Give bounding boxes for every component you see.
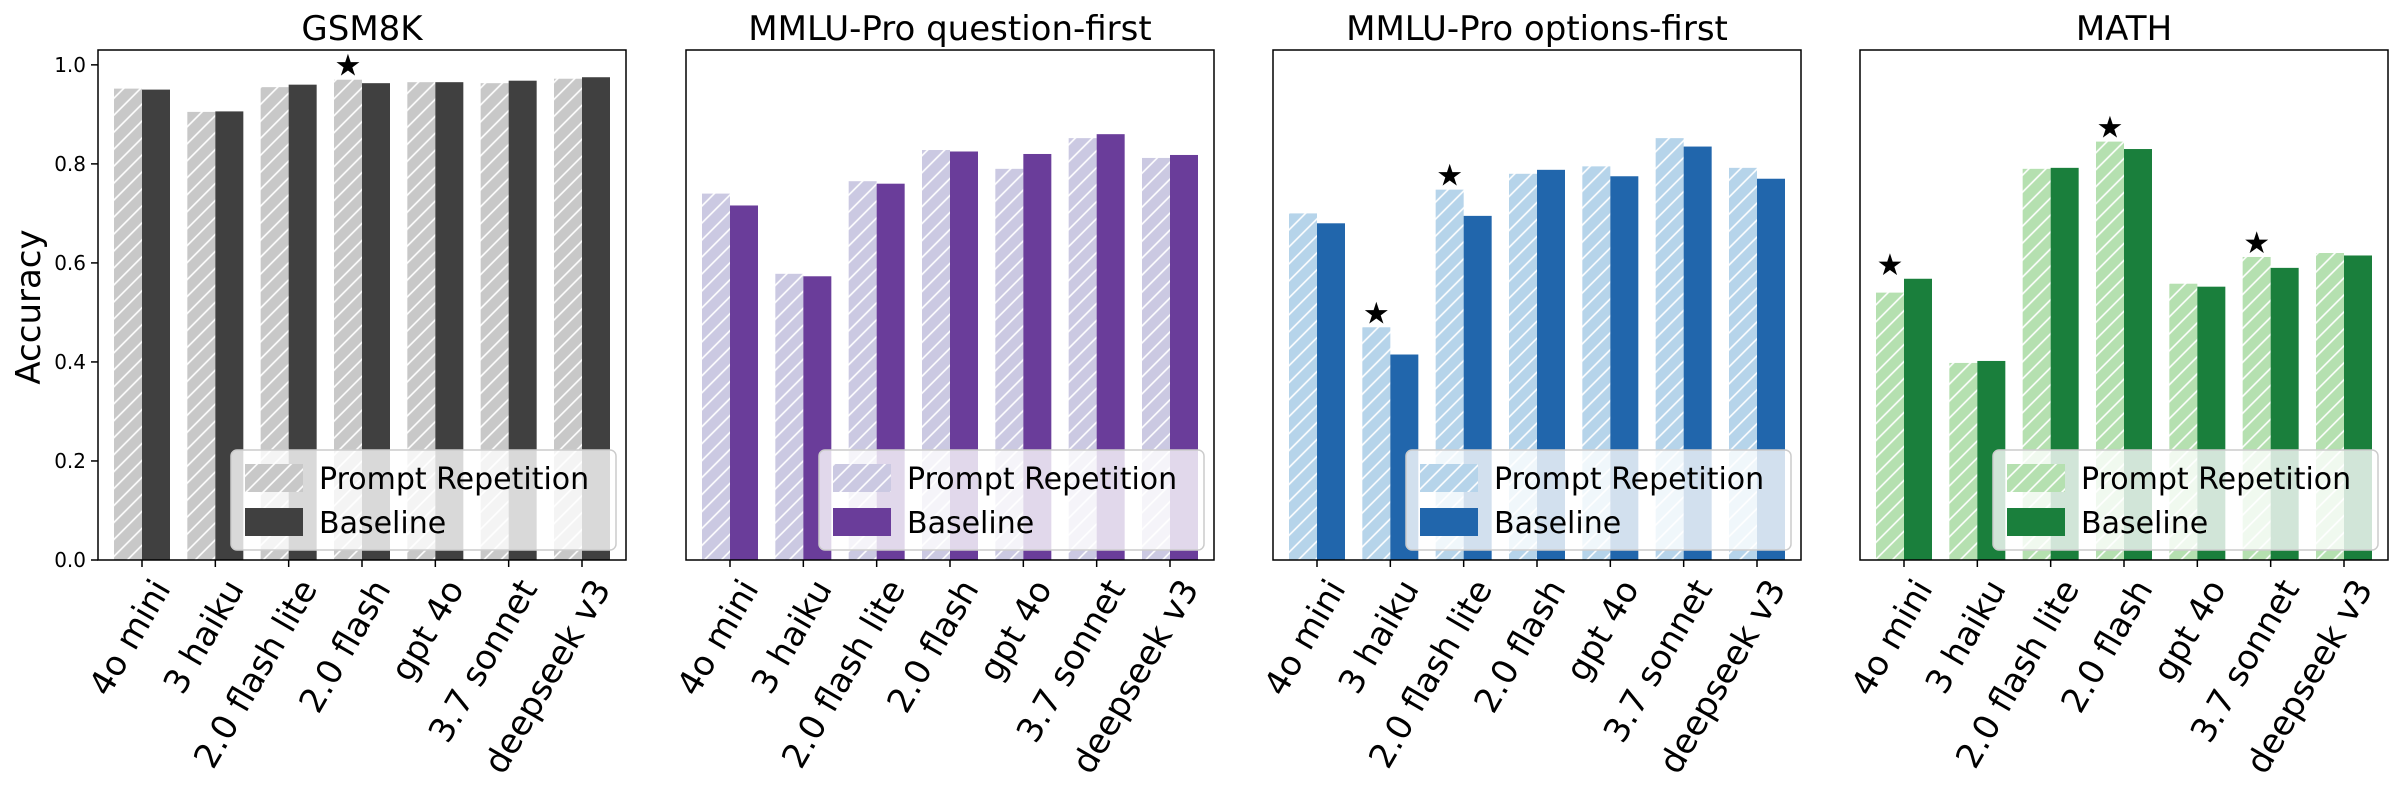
y-tick-label: 1.0	[54, 53, 86, 77]
bar-prompt-repetition-4o-mini	[702, 193, 730, 561]
legend-swatch-prompt-repetition	[245, 464, 303, 492]
legend-box	[1405, 449, 1792, 551]
bar-baseline-4o-mini	[1904, 278, 1932, 560]
legend-swatch-baseline	[2007, 508, 2065, 536]
legend-label-baseline: Baseline	[2081, 506, 2208, 541]
significance-star: ★	[335, 49, 362, 84]
legend-label-prompt-repetition: Prompt Repetition	[2081, 462, 2351, 497]
legend-swatch-prompt-repetition	[2007, 464, 2065, 492]
legend-swatch-prompt-repetition	[1420, 464, 1478, 492]
legend-label-prompt-repetition: Prompt Repetition	[907, 462, 1177, 497]
significance-star: ★	[1363, 296, 1390, 331]
plot-frame	[1859, 49, 2389, 561]
significance-star: ★	[1877, 248, 1904, 283]
y-tick-label: 0.0	[54, 548, 86, 572]
bar-prompt-repetition-3-haiku	[1362, 327, 1391, 560]
legend: Prompt Repetition Baseline	[230, 449, 617, 551]
significance-star: ★	[2243, 226, 2270, 261]
bar-prompt-repetition-4o-mini	[1876, 292, 1904, 560]
significance-star: ★	[2097, 111, 2124, 146]
legend-label-baseline: Baseline	[319, 506, 446, 541]
legend-swatch-baseline	[833, 508, 891, 536]
legend-label-prompt-repetition: Prompt Repetition	[319, 462, 589, 497]
significance-star: ★	[1436, 159, 1463, 194]
y-tick-label: 0.6	[54, 251, 86, 275]
y-tick-label: 0.4	[54, 350, 86, 374]
panel-title: MMLU-Pro options-first	[1346, 9, 1728, 49]
legend: Prompt Repetition Baseline	[1405, 449, 1792, 551]
legend: Prompt Repetition Baseline	[1992, 449, 2379, 551]
legend-swatch-baseline	[245, 508, 303, 536]
panel-title: MATH	[2076, 9, 2172, 49]
bar-prompt-repetition-4o-mini	[1289, 213, 1317, 560]
legend-swatch-baseline	[1420, 508, 1478, 536]
y-tick-label: 0.2	[54, 449, 86, 473]
legend-label-baseline: Baseline	[907, 506, 1034, 541]
plot-frame	[1272, 49, 1802, 561]
legend: Prompt Repetition Baseline	[818, 449, 1205, 551]
bar-baseline-4o-mini	[730, 205, 758, 561]
bar-baseline-4o-mini	[1317, 223, 1345, 560]
legend-swatch-prompt-repetition	[833, 464, 891, 492]
y-axis-label: Accuracy	[9, 229, 49, 384]
panel-title: MMLU-Pro question-first	[748, 9, 1151, 49]
bar-prompt-repetition-3-haiku	[1949, 362, 1978, 560]
panel-title: GSM8K	[301, 9, 424, 49]
legend-label-baseline: Baseline	[1494, 506, 1621, 541]
legend-box	[1992, 449, 2379, 551]
legend-box	[818, 449, 1205, 551]
bar-prompt-repetition-4o-mini	[114, 88, 142, 560]
legend-label-prompt-repetition: Prompt Repetition	[1494, 462, 1764, 497]
y-tick-label: 0.8	[54, 152, 86, 176]
bar-baseline-4o-mini	[142, 89, 170, 561]
plot-frame	[685, 49, 1215, 561]
legend-box	[230, 449, 617, 551]
bar-prompt-repetition-3-haiku	[775, 273, 804, 560]
plot-frame	[97, 49, 627, 561]
bar-prompt-repetition-3-haiku	[187, 111, 216, 561]
